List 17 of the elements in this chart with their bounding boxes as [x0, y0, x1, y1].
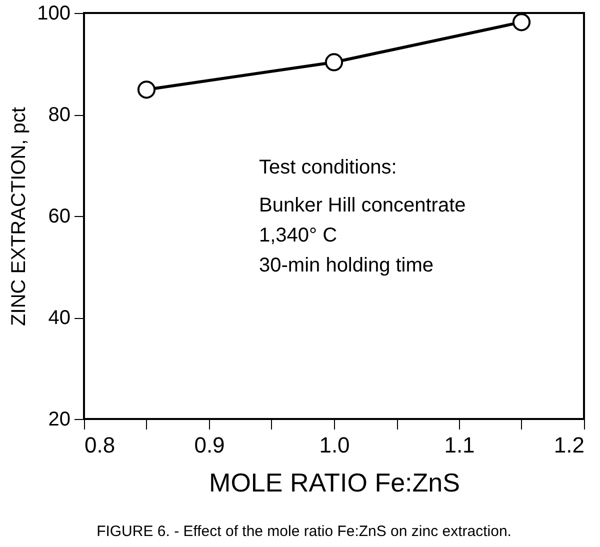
y-axis-title: ZINC EXTRACTION, pct: [8, 106, 30, 326]
x-tick-label: 0.9: [194, 432, 225, 458]
y-tick-label: 20: [48, 408, 70, 430]
annotation: 1,340° C: [259, 224, 338, 246]
y-tick-label: 40: [48, 307, 70, 329]
x-tick-label: 0.8: [84, 432, 116, 458]
annotation: Bunker Hill concentrate: [259, 194, 466, 216]
y-tick-label: 100: [37, 2, 70, 24]
annotation: 30-min holding time: [259, 254, 434, 276]
x-axis-title: MOLE RATIO Fe:ZnS: [209, 468, 460, 498]
annotation: Test conditions:: [259, 156, 397, 178]
x-tick-label: 1.1: [444, 432, 475, 458]
x-tick-label: 1.0: [319, 432, 350, 458]
caption: FIGURE 6. - Effect of the mole ratio Fe:ZnS on zinc extraction.: [96, 523, 512, 540]
y-tick-label: 60: [48, 206, 70, 228]
y-tick-label: 80: [48, 104, 70, 126]
x-tick-label: 1.2: [554, 432, 584, 458]
